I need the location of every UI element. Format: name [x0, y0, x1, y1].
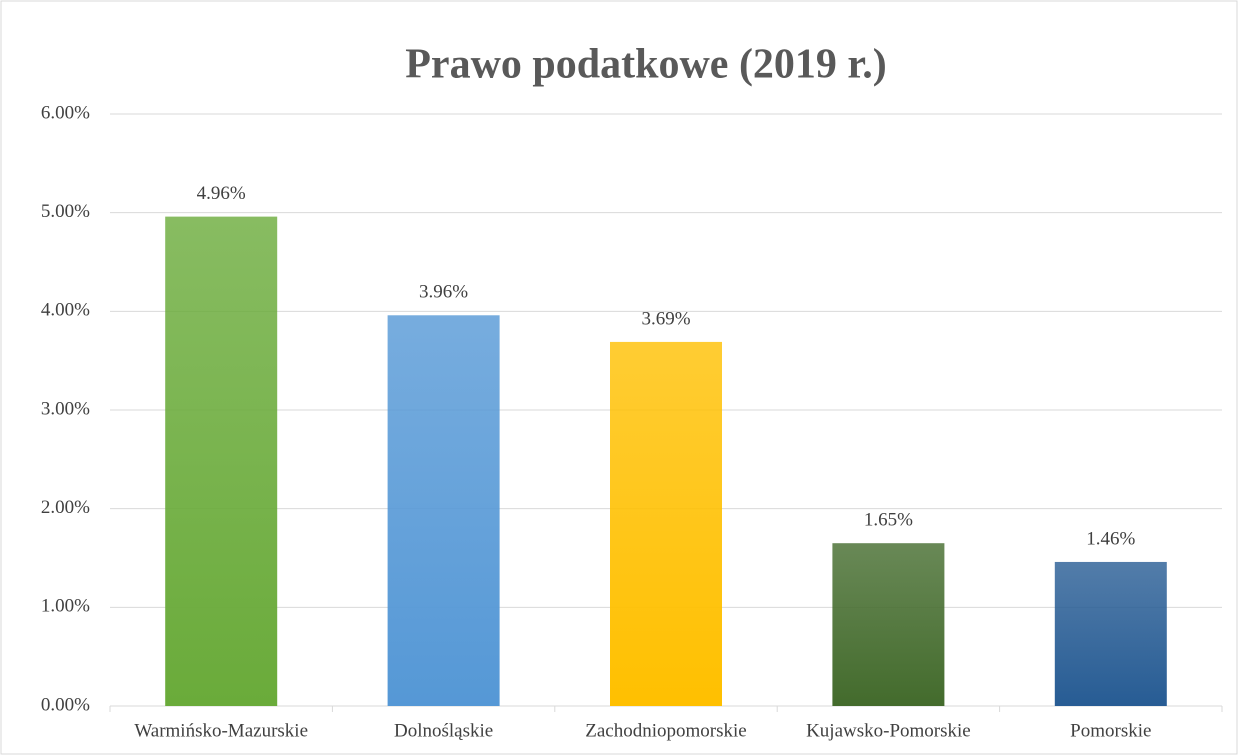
- bar: [165, 216, 278, 706]
- y-tick-label: 0.00%: [41, 694, 90, 715]
- data-label: 1.46%: [1086, 528, 1135, 549]
- y-tick-label: 1.00%: [41, 596, 90, 617]
- data-label: 1.65%: [864, 510, 913, 531]
- x-tick-label: Zachodniopomorskie: [585, 720, 746, 741]
- x-tick-label: Dolnośląskie: [394, 720, 493, 741]
- y-tick-label: 4.00%: [41, 300, 90, 321]
- y-tick-label: 6.00%: [41, 102, 90, 123]
- chart-title: Prawo podatkowe (2019 r.): [405, 42, 886, 88]
- bar: [387, 315, 500, 706]
- bar: [832, 543, 945, 706]
- data-label: 4.96%: [197, 183, 246, 204]
- bar: [610, 341, 722, 706]
- bar: [1054, 561, 1167, 706]
- data-label: 3.69%: [641, 308, 690, 329]
- y-tick-label: 3.00%: [41, 398, 90, 419]
- y-tick-label: 5.00%: [41, 201, 90, 222]
- y-tick-label: 2.00%: [41, 497, 90, 518]
- data-label: 3.96%: [419, 282, 468, 303]
- x-tick-label: Kujawsko-Pomorskie: [806, 720, 971, 741]
- x-tick-label: Warmińsko-Mazurskie: [134, 720, 308, 741]
- x-tick-label: Pomorskie: [1070, 720, 1151, 741]
